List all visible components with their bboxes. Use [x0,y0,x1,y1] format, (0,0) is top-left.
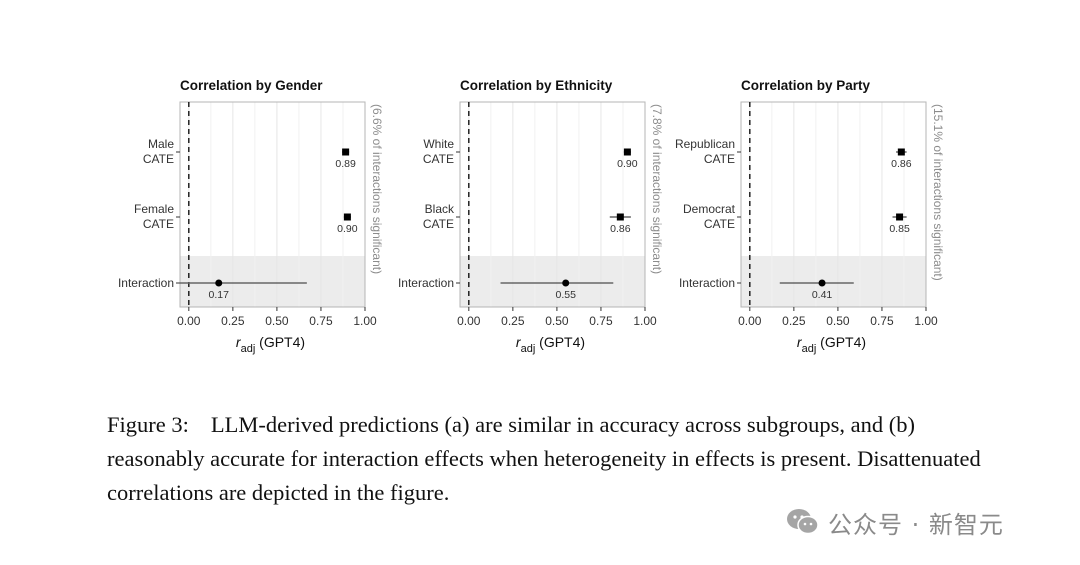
row-label-line: CATE [423,152,454,166]
estimate-point [897,148,905,156]
estimate-point [342,148,350,156]
value-label: 0.89 [335,158,356,170]
chart-title: Correlation by Party [741,78,871,93]
x-tick-label: 0.00 [738,314,762,328]
chart-title: Correlation by Ethnicity [460,78,613,93]
x-tick-label: 1.00 [914,314,938,328]
x-axis-label: radj (GPT4) [236,334,305,355]
value-label: 0.90 [617,158,638,170]
estimate-point [623,148,631,156]
x-tick-label: 0.25 [501,314,525,328]
chart-title: Correlation by Gender [180,78,323,93]
interaction-band [460,256,645,307]
value-label: 0.17 [209,289,230,301]
row-label-line: CATE [704,152,735,166]
x-tick-label: 0.00 [177,314,201,328]
watermark: 公众号 · 新智元 [786,505,1004,539]
panel-border [179,101,366,308]
caption-text: LLM-derived predictions (a) are similar … [107,412,981,505]
row-label-line: Democrat [683,202,736,216]
value-label: 0.86 [610,223,631,235]
panel-border [459,101,646,308]
x-tick-label: 1.00 [353,314,377,328]
x-tick-label: 0.25 [782,314,806,328]
value-label: 0.85 [889,223,910,235]
row-label-line: Republican [675,137,735,151]
figure-label: Figure 3: [107,412,189,437]
estimate-point [562,279,570,287]
row-label-line: Black [425,202,455,216]
x-tick-label: 1.00 [633,314,657,328]
watermark-text: 公众号 · 新智元 [828,510,1004,539]
estimate-point [343,213,351,221]
estimate-point [896,213,904,221]
wechat-icon [787,509,819,535]
row-label-line: Male [148,137,174,151]
estimate-point [215,279,223,287]
row-label-line: CATE [143,217,174,231]
x-tick-label: 0.75 [870,314,894,328]
x-tick-label: 0.75 [589,314,613,328]
value-label: 0.86 [891,158,912,170]
estimate-point [616,213,624,221]
row-label-line: Interaction [118,276,174,290]
x-tick-label: 0.50 [826,314,850,328]
row-label-line: Interaction [679,276,735,290]
x-tick-label: 0.00 [457,314,481,328]
side-significance-label: (15.1% of interactions significant) [931,104,945,281]
row-label-line: CATE [704,217,735,231]
interaction-band [741,256,926,307]
row-label-line: CATE [143,152,174,166]
x-tick-label: 0.50 [545,314,569,328]
x-tick-label: 0.25 [221,314,245,328]
x-axis-label: radj (GPT4) [797,334,866,355]
x-tick-label: 0.75 [309,314,333,328]
row-label-line: Female [134,202,174,216]
x-tick-label: 0.50 [265,314,289,328]
row-label-line: Interaction [398,276,454,290]
value-label: 0.55 [555,289,576,301]
side-significance-label: (7.8% of interactions significant) [650,104,664,274]
value-label: 0.90 [337,223,358,235]
value-label: 0.41 [812,289,833,301]
row-label-line: CATE [423,217,454,231]
row-label-line: White [423,137,454,151]
panel-border [740,101,927,308]
figure-caption: Figure 3: LLM-derived predictions (a) are… [107,408,987,510]
side-significance-label: (6.6% of interactions significant) [370,104,384,274]
estimate-point [818,279,826,287]
x-axis-label: radj (GPT4) [516,334,585,355]
